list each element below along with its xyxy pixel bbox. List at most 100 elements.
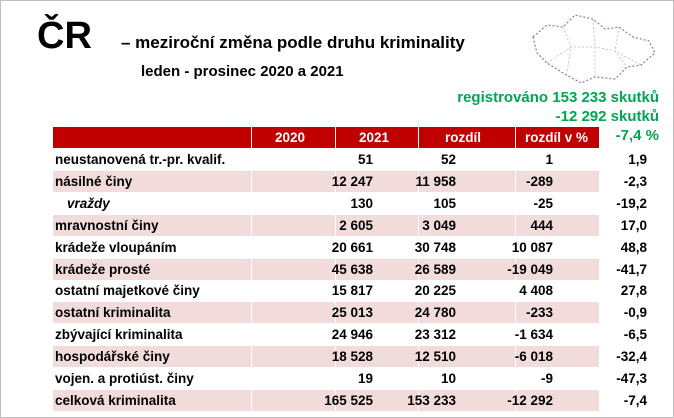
column-separator: [335, 149, 336, 170]
cell-value: 15 817: [331, 283, 373, 299]
column-separator: [335, 280, 336, 302]
map-outline: [532, 14, 656, 84]
column-separator: [251, 214, 252, 236]
column-separator: [515, 389, 516, 411]
column-separator: [515, 346, 516, 368]
cell-value: -12 292: [507, 392, 553, 408]
cell-value: -289: [525, 173, 553, 189]
column-separator: [251, 346, 252, 368]
cell-value: 17,0: [620, 217, 647, 233]
table-row: vojen. a protiúst. činy 19 10 -9 -47,3: [53, 368, 647, 389]
column-separator: [515, 280, 516, 302]
cell-value: -0,9: [623, 305, 647, 321]
column-separator: [418, 127, 419, 148]
column-header: rozdíl: [445, 130, 481, 145]
column-separator: [335, 236, 336, 258]
column-separator: [251, 127, 252, 148]
header-row: 2020 2021 rozdíl rozdíl v %: [53, 127, 599, 148]
column-separator: [418, 368, 419, 389]
table-row: vraždy 130 105 -25 -19,2: [53, 192, 647, 214]
column-separator: [418, 192, 419, 214]
column-separator: [418, 258, 419, 280]
column-separator: [515, 192, 516, 214]
summary-line: -7,4 %: [615, 127, 659, 144]
table-row: celková kriminalita 165 525 153 233 -12 292…: [53, 389, 647, 411]
cell-value: 25 013: [331, 305, 373, 321]
table-row: násilné činy 12 247 11 958 -289 -2,3: [53, 170, 647, 192]
cell-value: 153 233: [407, 392, 456, 408]
column-header: 2020: [275, 130, 306, 145]
cell-value: -6 018: [514, 349, 553, 365]
cell-value: 10: [440, 371, 456, 386]
column-separator: [251, 368, 252, 389]
row-label: krádeže vloupáním: [55, 239, 177, 255]
cell-value: 48,8: [620, 239, 647, 255]
row-label: násilné činy: [55, 173, 133, 189]
period: leden - prosinec 2020 a 2021: [141, 63, 344, 80]
column-separator: [251, 236, 252, 258]
column-separator: [418, 170, 419, 192]
row-label: mravnostní činy: [55, 217, 159, 233]
cell-value: -25: [533, 195, 553, 211]
cell-value: 444: [530, 217, 553, 233]
cell-value: 19: [357, 371, 373, 386]
column-separator: [251, 192, 252, 214]
column-separator: [515, 236, 516, 258]
column-header: rozdíl v %: [525, 130, 589, 145]
table-row: krádeže prosté 45 638 26 589 -19 049 -41,7: [53, 258, 647, 280]
cell-value: -41,7: [616, 261, 647, 277]
cell-value: 51: [357, 152, 373, 167]
column-separator: [515, 214, 516, 236]
column-separator: [418, 302, 419, 324]
row-label: vojen. a protiúst. činy: [55, 371, 194, 386]
column-separator: [251, 302, 252, 324]
cell-value: 18 528: [331, 349, 373, 365]
row-label: ostatní kriminalita: [55, 305, 171, 321]
cell-value: 20 225: [414, 283, 456, 299]
column-separator: [418, 214, 419, 236]
cell-value: 3 049: [422, 217, 456, 233]
cell-value: 1,9: [628, 152, 647, 167]
column-separator: [418, 149, 419, 170]
column-separator: [335, 192, 336, 214]
cell-value: -6,5: [623, 327, 647, 343]
column-separator: [335, 127, 336, 148]
column-separator: [335, 214, 336, 236]
row-label: zbývající kriminalita: [55, 327, 183, 343]
cell-value: -233: [525, 305, 553, 321]
cell-value: 12 247: [331, 173, 373, 189]
column-separator: [418, 346, 419, 368]
cell-value: -32,4: [616, 349, 647, 365]
row-label: celková kriminalita: [55, 392, 176, 408]
column-separator: [418, 236, 419, 258]
column-separator: [335, 324, 336, 346]
column-separator: [418, 389, 419, 411]
cell-value: 24 780: [414, 305, 456, 321]
cell-value: 10 087: [511, 239, 553, 255]
column-separator: [335, 389, 336, 411]
cell-value: 24 946: [331, 327, 373, 343]
table-row: zbývající kriminalita 24 946 23 312 -1 634 -…: [53, 324, 647, 346]
cell-value: 1: [545, 152, 553, 167]
column-separator: [418, 324, 419, 346]
column-separator: [515, 302, 516, 324]
subtitle: – meziroční změna podle druhu kriminalit…: [121, 33, 465, 52]
cell-value: 45 638: [331, 261, 373, 277]
map-border: [532, 14, 656, 84]
cell-value: 12 510: [414, 349, 456, 365]
cell-value: 105: [433, 195, 456, 211]
column-separator: [515, 258, 516, 280]
cell-value: -1 634: [514, 327, 553, 343]
row-label: vraždy: [67, 195, 110, 211]
summary-line: -12 292 skutků: [555, 108, 659, 125]
table-row: ostatní majetkové činy 15 817 20 225 4 408 2…: [53, 280, 647, 302]
column-separator: [418, 280, 419, 302]
column-separator: [515, 368, 516, 389]
table-row: ostatní kriminalita 25 013 24 780 -233 -0,9: [53, 302, 647, 324]
column-separator: [515, 170, 516, 192]
column-separator: [251, 170, 252, 192]
row-label: neustanovená tr.-pr. kvalif.: [55, 152, 226, 167]
cell-value: 4 408: [519, 283, 553, 299]
row-label: hospodářské činy: [55, 349, 170, 365]
